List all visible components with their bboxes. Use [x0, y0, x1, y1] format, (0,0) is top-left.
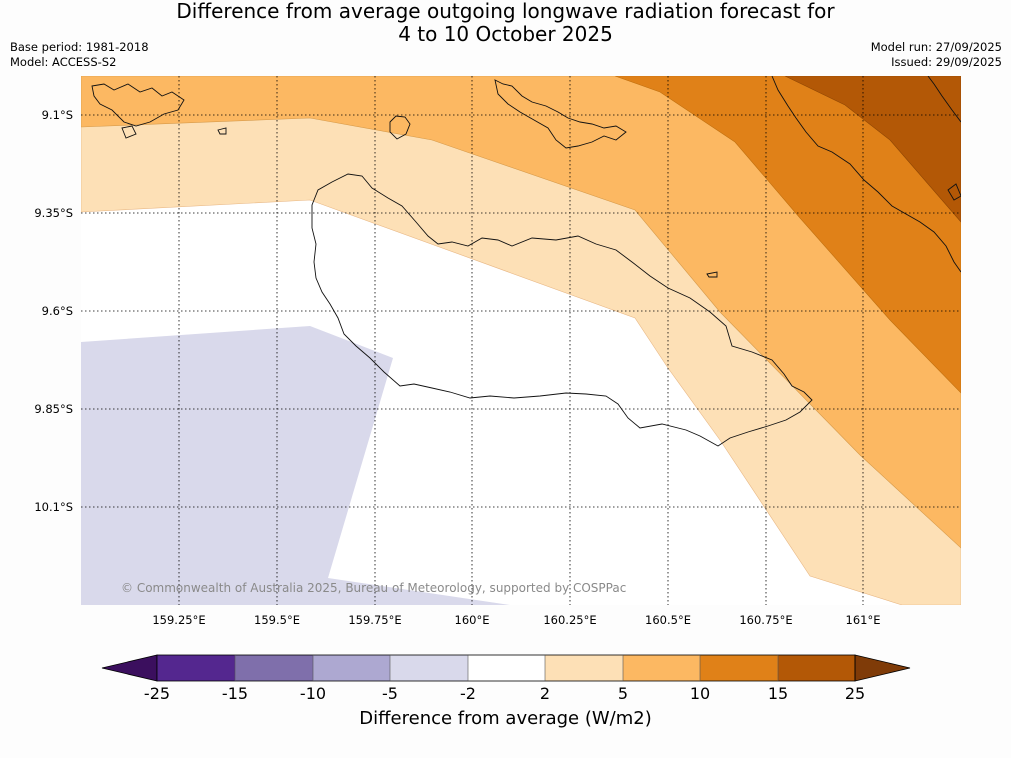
title-line-1: Difference from average outgoing longwav…	[176, 0, 835, 23]
meta-left: Base period: 1981-2018 Model: ACCESS-S2	[10, 40, 149, 70]
lon-label: 160.5°E	[645, 613, 691, 627]
colorbar-tick: 10	[689, 684, 711, 703]
gridlines	[81, 76, 961, 605]
colorbar-extend-high	[854, 654, 911, 682]
colorbar-segment	[778, 655, 855, 681]
colorbar-tick: 25	[844, 684, 866, 703]
colorbar-segment	[390, 655, 468, 681]
contour-fill-neg2-neg5	[81, 326, 510, 605]
colorbar-segment	[623, 655, 700, 681]
lat-label: 10.1°S	[34, 500, 73, 514]
map-title: Difference from average outgoing longwav…	[0, 0, 1011, 46]
colorbar-tick: -5	[382, 684, 398, 703]
model-name: Model: ACCESS-S2	[10, 55, 117, 69]
colorbar-title: Difference from average (W/m2)	[359, 708, 652, 729]
russell-islet-2	[217, 127, 227, 135]
lat-label: 9.6°S	[41, 304, 73, 318]
lon-label: 159.5°E	[254, 613, 300, 627]
title-line-2: 4 to 10 October 2025	[398, 22, 613, 46]
copyright-text: © Commonwealth of Australia 2025, Bureau…	[121, 581, 626, 595]
russell-islet-1	[121, 125, 137, 139]
colorbar-segment	[157, 655, 235, 681]
ngella-islet	[706, 271, 718, 278]
colorbar-segment	[313, 655, 390, 681]
lon-label: 161°E	[845, 613, 881, 627]
florida-islands-coast	[494, 79, 627, 149]
lat-label: 9.35°S	[34, 206, 73, 220]
colorbar-tick: 5	[617, 684, 629, 703]
malaita-east-coast	[927, 76, 961, 123]
colorbar-tick: -25	[143, 684, 171, 703]
colorbar	[101, 654, 911, 682]
lon-label: 160°E	[454, 613, 490, 627]
colorbar-tick: 15	[767, 684, 789, 703]
contour-fill-15-25	[784, 76, 961, 223]
russell-islands-coast	[91, 83, 185, 127]
model-run: Model run: 27/09/2025	[870, 40, 1002, 54]
colorbar-tick: -10	[299, 684, 327, 703]
map-area: © Commonwealth of Australia 2025, Bureau…	[81, 76, 961, 605]
base-period: Base period: 1981-2018	[10, 40, 149, 54]
colorbar-segment	[468, 655, 545, 681]
colorbar-segment	[545, 655, 623, 681]
colorbar-tick: 2	[539, 684, 551, 703]
malaita-coast	[771, 76, 961, 273]
lon-label: 159.25°E	[152, 613, 206, 627]
colorbar-outline	[156, 654, 856, 682]
lat-label: 9.85°S	[34, 402, 73, 416]
colorbar-tick: -15	[221, 684, 249, 703]
coastlines	[91, 76, 961, 447]
colorbar-extend-low	[101, 654, 158, 682]
guadalcanal-coast	[311, 173, 813, 447]
contour-fill-5-10	[81, 76, 961, 549]
savo-island-coast	[389, 115, 411, 140]
issued-date: Issued: 29/09/2025	[891, 55, 1002, 69]
colorbar-segment	[700, 655, 778, 681]
colorbar-dividers	[234, 655, 779, 681]
colorbar-segment	[235, 655, 313, 681]
lon-label: 159.75°E	[348, 613, 402, 627]
lon-label: 160.75°E	[739, 613, 793, 627]
contour-fill-10-15	[614, 76, 961, 394]
meta-right: Model run: 27/09/2025 Issued: 29/09/2025	[871, 40, 1002, 70]
lon-label: 160.25°E	[543, 613, 597, 627]
colorbar-tick: -2	[460, 684, 476, 703]
lat-label: 9.1°S	[41, 108, 73, 122]
eastern-islet	[947, 183, 961, 201]
